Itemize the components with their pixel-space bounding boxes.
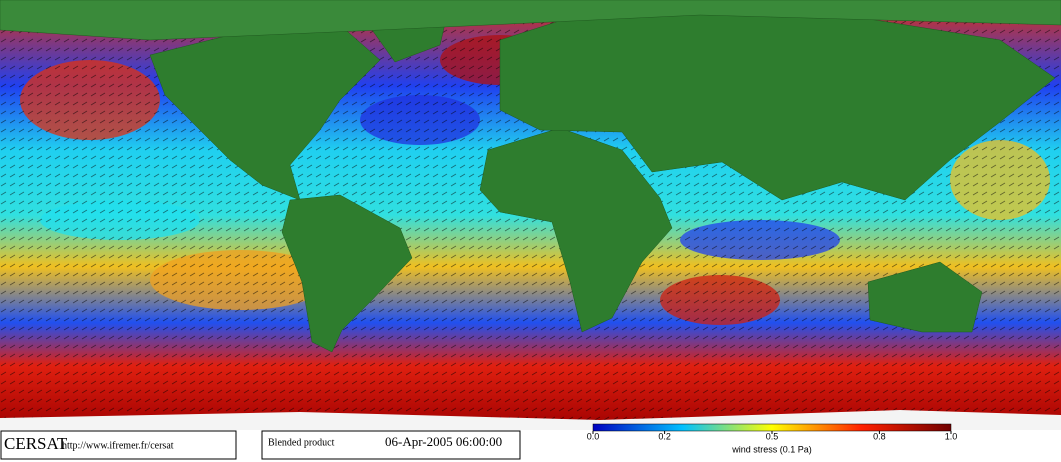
url: http://www.ifremer.fr/cersat: [62, 440, 174, 451]
date: 06-Apr-2005 06:00:00: [385, 434, 502, 449]
logo: CERSAT: [4, 434, 68, 453]
info-box: [261, 430, 521, 460]
colorbar-tick-label: 0.5: [766, 431, 779, 441]
map: [0, 0, 1061, 430]
colorbar: 0.0 0.2 0.5 0.8 1.0 wind stress (0.1 Pa): [587, 423, 958, 454]
product: Blended product: [268, 437, 335, 448]
land: [0, 0, 1061, 353]
colorbar-label: wind stress (0.1 Pa): [731, 444, 812, 454]
colorbar-tick-label: 0.8: [873, 431, 886, 441]
logo-box: [0, 430, 237, 460]
colorbar-gradient: [592, 423, 952, 432]
colorbar-tick-label: 0.0: [587, 431, 600, 441]
colorbar-tick-label: 1.0: [945, 431, 958, 441]
colorbar-tick-label: 0.2: [658, 431, 671, 441]
